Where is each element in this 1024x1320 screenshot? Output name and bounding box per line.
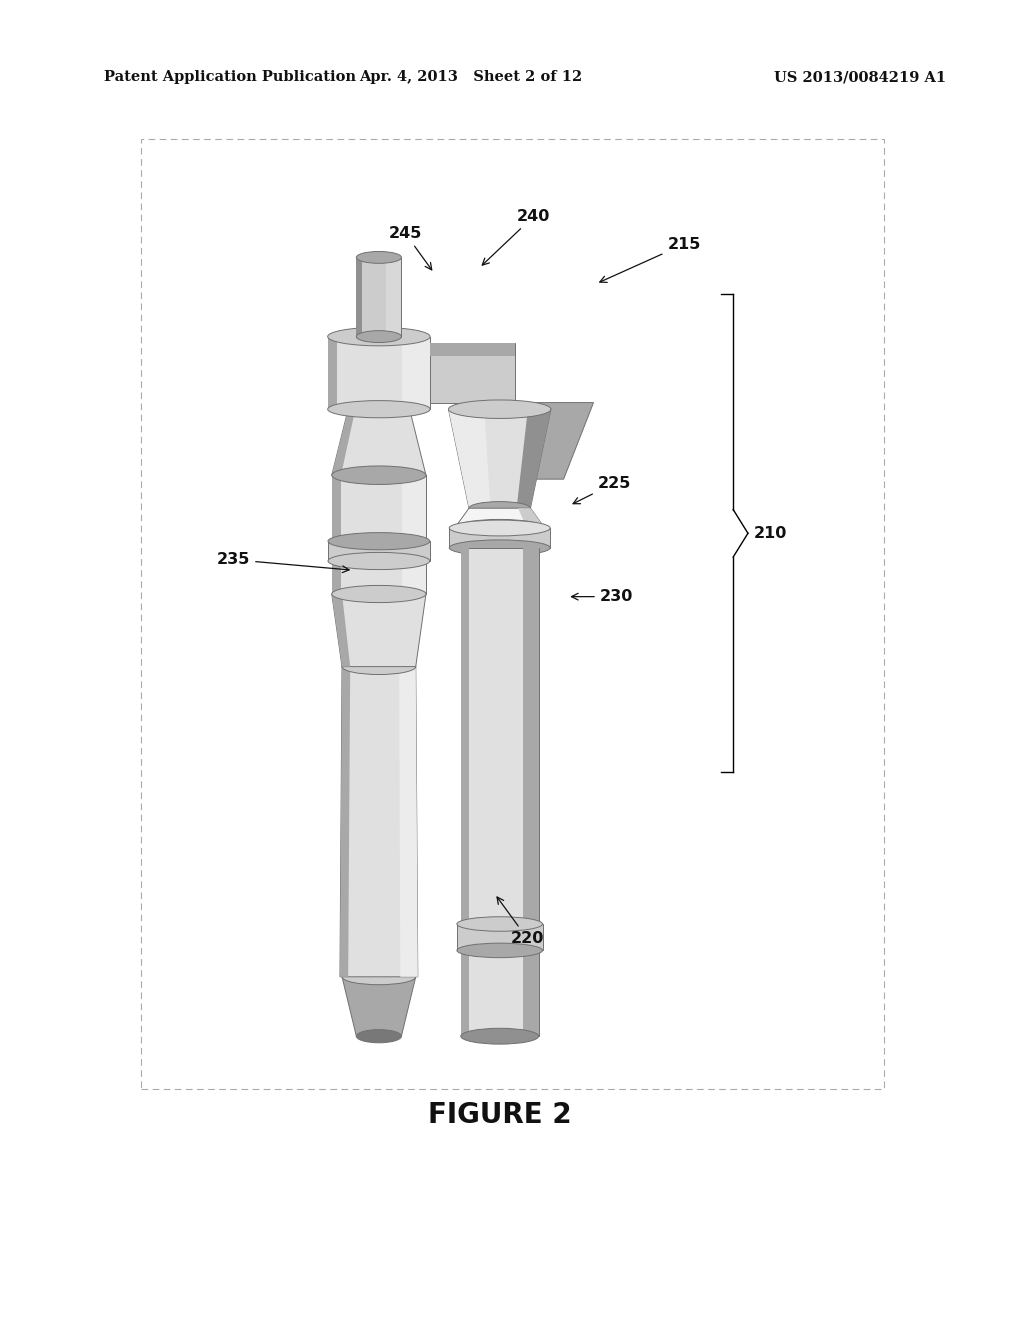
Ellipse shape xyxy=(457,916,543,932)
Polygon shape xyxy=(332,409,426,475)
Ellipse shape xyxy=(469,502,530,515)
Text: 225: 225 xyxy=(573,475,631,504)
Polygon shape xyxy=(474,403,508,488)
Polygon shape xyxy=(342,977,416,1036)
Polygon shape xyxy=(328,337,337,409)
Ellipse shape xyxy=(356,1030,401,1043)
Text: 245: 245 xyxy=(389,226,432,269)
Text: 235: 235 xyxy=(217,552,349,573)
Polygon shape xyxy=(457,924,543,950)
Polygon shape xyxy=(512,403,526,479)
Text: Patent Application Publication: Patent Application Publication xyxy=(104,70,356,84)
Polygon shape xyxy=(518,508,545,528)
Polygon shape xyxy=(449,409,551,508)
Ellipse shape xyxy=(450,540,550,556)
Polygon shape xyxy=(461,548,539,1036)
Polygon shape xyxy=(386,257,401,337)
Polygon shape xyxy=(332,475,341,594)
Polygon shape xyxy=(461,548,469,1036)
Text: 215: 215 xyxy=(600,236,700,282)
Text: 210: 210 xyxy=(754,525,787,541)
Polygon shape xyxy=(523,548,539,1036)
Polygon shape xyxy=(402,475,426,594)
Polygon shape xyxy=(474,403,481,488)
Polygon shape xyxy=(449,409,490,508)
Polygon shape xyxy=(332,409,355,475)
Polygon shape xyxy=(430,343,515,356)
Ellipse shape xyxy=(449,400,551,418)
Text: 230: 230 xyxy=(571,589,633,605)
Bar xyxy=(141,139,884,1089)
Text: 220: 220 xyxy=(497,898,544,946)
Polygon shape xyxy=(328,337,430,409)
Polygon shape xyxy=(356,257,401,337)
Text: 240: 240 xyxy=(482,209,550,265)
Polygon shape xyxy=(340,667,350,977)
Polygon shape xyxy=(516,409,551,508)
Polygon shape xyxy=(328,541,430,561)
Ellipse shape xyxy=(328,400,430,417)
Polygon shape xyxy=(332,594,426,667)
Polygon shape xyxy=(401,337,430,409)
Polygon shape xyxy=(430,343,515,403)
Ellipse shape xyxy=(455,519,545,536)
Ellipse shape xyxy=(328,552,430,570)
Polygon shape xyxy=(455,508,545,528)
Text: FIGURE 2: FIGURE 2 xyxy=(428,1101,571,1130)
Ellipse shape xyxy=(461,1028,539,1044)
Text: US 2013/0084219 A1: US 2013/0084219 A1 xyxy=(774,70,946,84)
Ellipse shape xyxy=(356,251,401,263)
Ellipse shape xyxy=(457,942,543,958)
Polygon shape xyxy=(399,667,418,977)
Ellipse shape xyxy=(450,520,550,536)
Ellipse shape xyxy=(356,330,401,342)
Ellipse shape xyxy=(328,532,430,549)
Ellipse shape xyxy=(342,969,416,985)
Ellipse shape xyxy=(328,327,430,346)
Ellipse shape xyxy=(332,466,426,484)
Text: Apr. 4, 2013   Sheet 2 of 12: Apr. 4, 2013 Sheet 2 of 12 xyxy=(359,70,583,84)
Polygon shape xyxy=(356,257,362,337)
Polygon shape xyxy=(332,594,350,667)
Polygon shape xyxy=(450,528,550,548)
Ellipse shape xyxy=(332,585,426,602)
Polygon shape xyxy=(340,667,418,977)
Polygon shape xyxy=(512,403,594,479)
Ellipse shape xyxy=(342,659,416,675)
Polygon shape xyxy=(332,475,426,594)
